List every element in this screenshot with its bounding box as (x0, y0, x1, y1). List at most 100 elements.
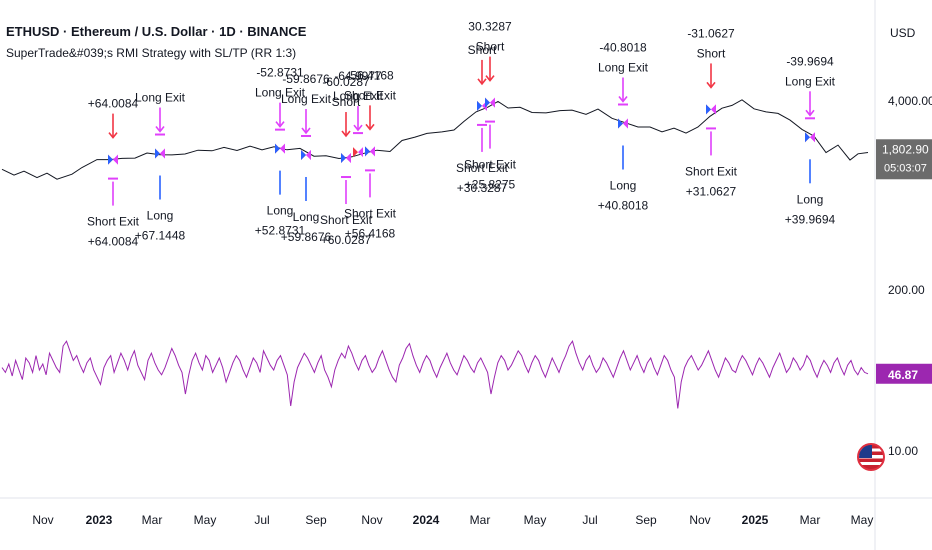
signal-label: +67.1448 (135, 229, 186, 243)
signal-label: Short Exit (320, 213, 373, 227)
last-price-badge (876, 139, 932, 180)
time-axis-tick: Mar (800, 513, 821, 527)
signal-label: Long (267, 204, 294, 218)
signal-arrowhead (365, 123, 375, 131)
signal-label: Short Exit (464, 158, 517, 172)
time-axis-tick: Nov (32, 513, 53, 527)
time-axis-tick: May (851, 513, 874, 527)
signal-label: Long Exit (598, 61, 649, 75)
signal-arrowhead (618, 96, 628, 103)
signal-label: -60.0287 (322, 75, 370, 89)
signal-label: Long Exit (255, 86, 306, 100)
time-axis-tick: 2023 (86, 513, 113, 527)
time-axis-tick: 2025 (742, 513, 769, 527)
signal-label: Long (610, 179, 637, 193)
time-axis-tick: Nov (689, 513, 710, 527)
price-axis-tick: 4,000.00 (888, 94, 932, 108)
oscillator-badge (876, 363, 932, 384)
signal-label: -64.9977 (334, 69, 382, 83)
time-axis-tick: Sep (305, 513, 327, 527)
signal-label: Short Exit (344, 206, 397, 220)
currency-label[interactable]: USD (890, 26, 916, 40)
time-axis-tick: Jul (582, 513, 597, 527)
signal-label: +52.8731 (255, 224, 306, 238)
last-price-label: 1,802.90 (882, 142, 929, 156)
signal-arrowhead (301, 127, 311, 135)
signal-label: Long Exit (785, 74, 836, 88)
countdown-label: 05:03:07 (884, 162, 927, 174)
signal-label: +31.0627 (686, 184, 737, 198)
signal-label: -31.0627 (687, 26, 735, 40)
signal-marker (306, 149, 311, 160)
signal-arrowhead (155, 126, 165, 133)
signal-label: Short (697, 46, 726, 60)
chart-title: ETHUSD · Ethereum / U.S. Dollar · 1D · B… (6, 24, 307, 39)
price-line (1, 99, 869, 180)
signal-label: Short Exit (456, 161, 509, 175)
signal-label: Short Exit (685, 164, 738, 178)
signal-arrowhead (275, 121, 285, 128)
signal-marker (346, 153, 351, 164)
time-axis-tick: Sep (635, 513, 657, 527)
signal-label: +59.8676 (281, 230, 332, 244)
signal-marker (280, 143, 285, 154)
signal-label: Long Exit (135, 91, 186, 105)
signal-marker (353, 147, 358, 158)
time-axis-tick: May (524, 513, 547, 527)
signal-label: Long Exit (333, 89, 384, 103)
signal-arrowhead (805, 109, 815, 117)
signal-label: Long (293, 210, 320, 224)
signal-label: +60.0287 (321, 233, 372, 247)
us-flag-icon (857, 443, 885, 471)
signal-marker (108, 154, 113, 165)
signal-marker (113, 154, 118, 165)
oscillator-line (1, 340, 869, 409)
time-axis-tick: Nov (361, 513, 382, 527)
signal-marker (618, 118, 623, 129)
signal-marker (301, 149, 306, 160)
signal-label: +40.8018 (598, 199, 649, 213)
signal-label: -56.4168 (346, 68, 394, 82)
signal-arrowhead (108, 132, 118, 139)
signal-label: -39.9694 (786, 54, 834, 68)
signal-label: Short Exit (87, 215, 140, 229)
signal-marker (370, 146, 375, 157)
signal-label: Short (468, 43, 497, 57)
time-axis-tick: Mar (142, 513, 163, 527)
signal-marker (365, 146, 370, 157)
signal-label: Long Exit (281, 92, 332, 106)
price-axis-tick: 10.00 (888, 444, 918, 458)
signal-label: Long (147, 209, 174, 223)
strategy-title[interactable]: SuperTrade&#039;s RMI Strategy with SL/T… (6, 46, 297, 60)
signal-arrowhead (706, 81, 716, 89)
price-axis-tick: 200.00 (888, 283, 925, 297)
signal-marker (485, 97, 490, 108)
signal-marker (341, 153, 346, 164)
signal-arrowhead (341, 130, 351, 138)
signal-label: +25.8275 (465, 178, 516, 192)
signal-label: Short Exit (344, 88, 397, 102)
signal-marker (160, 148, 165, 159)
signal-arrowhead (477, 78, 487, 86)
signal-marker (805, 132, 810, 143)
time-axis-tick: Jul (254, 513, 269, 527)
signal-label: Short (476, 40, 505, 54)
signal-label: Long (797, 192, 824, 206)
signal-label: +64.0084 (88, 235, 139, 249)
signal-arrowhead (353, 124, 363, 132)
signal-label: +56.4168 (345, 226, 396, 240)
signal-marker (477, 100, 482, 111)
signal-marker (155, 148, 160, 159)
time-axis-tick: 2024 (413, 513, 440, 527)
signal-label: +39.9694 (785, 212, 836, 226)
time-axis-tick: May (194, 513, 217, 527)
time-axis-tick: Mar (470, 513, 491, 527)
signal-marker (275, 143, 280, 154)
signal-label: +64.0084 (88, 97, 139, 111)
signal-marker (711, 104, 716, 115)
signal-marker (623, 118, 628, 129)
signal-marker (706, 104, 711, 115)
signal-label: 30.3287 (468, 20, 512, 34)
